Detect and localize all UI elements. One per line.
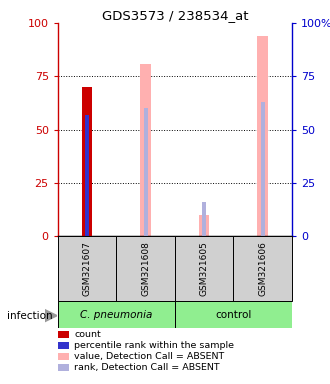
Bar [175, 301, 292, 328]
Bar [85, 115, 89, 236]
Bar [257, 36, 268, 236]
Bar [58, 301, 175, 328]
Text: C. pneumonia: C. pneumonia [80, 310, 152, 320]
Bar [144, 108, 148, 236]
Text: infection: infection [7, 311, 52, 321]
Text: rank, Detection Call = ABSENT: rank, Detection Call = ABSENT [74, 362, 220, 372]
Bar [202, 202, 206, 236]
Bar [261, 102, 265, 236]
Text: GSM321606: GSM321606 [258, 242, 267, 296]
Text: GSM321605: GSM321605 [200, 242, 209, 296]
Text: percentile rank within the sample: percentile rank within the sample [74, 341, 234, 350]
Text: count: count [74, 330, 101, 339]
Text: control: control [215, 310, 252, 320]
Text: value, Detection Call = ABSENT: value, Detection Call = ABSENT [74, 352, 224, 361]
Text: GSM321608: GSM321608 [141, 242, 150, 296]
Bar [58, 236, 116, 301]
Text: GSM321607: GSM321607 [82, 242, 91, 296]
Polygon shape [45, 310, 57, 322]
Bar [140, 63, 151, 236]
Bar [82, 87, 92, 236]
Bar [234, 236, 292, 301]
Bar [175, 236, 234, 301]
Bar [116, 236, 175, 301]
Bar [199, 215, 210, 236]
Title: GDS3573 / 238534_at: GDS3573 / 238534_at [102, 9, 248, 22]
